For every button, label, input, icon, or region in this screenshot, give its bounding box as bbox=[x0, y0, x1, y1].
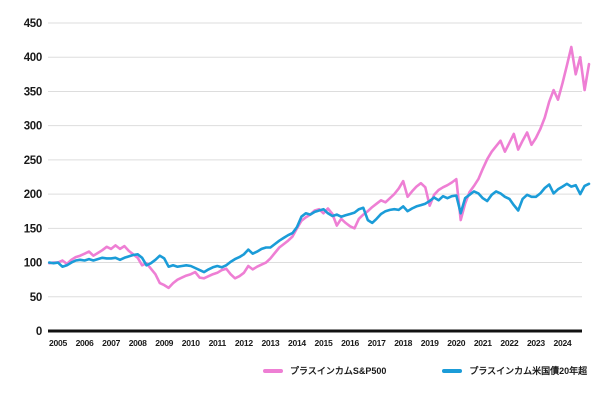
legend-item-treasury: プラスインカム米国債20年超 bbox=[442, 364, 587, 377]
y-tick-label: 100 bbox=[24, 258, 42, 270]
legend-label-treasury: プラスインカム米国債20年超 bbox=[469, 366, 588, 376]
x-tick-label: 2005 bbox=[49, 338, 67, 348]
y-tick-label: 150 bbox=[24, 223, 42, 235]
y-tick-label: 350 bbox=[24, 86, 42, 98]
x-tick-label: 2020 bbox=[447, 338, 465, 348]
x-tick-label: 2016 bbox=[341, 338, 359, 348]
x-tick-label: 2013 bbox=[261, 338, 279, 348]
y-tick-label: 50 bbox=[30, 292, 42, 304]
x-tick-label: 2023 bbox=[527, 338, 545, 348]
x-tick-label: 2015 bbox=[315, 338, 333, 348]
y-tick-label: 400 bbox=[24, 52, 42, 64]
y-tick-label: 300 bbox=[24, 121, 42, 133]
legend-swatch-sp500 bbox=[263, 368, 283, 373]
x-tick-label: 2018 bbox=[394, 338, 412, 348]
x-tick-label: 2008 bbox=[129, 338, 147, 348]
x-tick-label: 2012 bbox=[235, 338, 253, 348]
x-tick-label: 2006 bbox=[76, 338, 94, 348]
x-tick-label: 2007 bbox=[102, 338, 120, 348]
x-tick-label: 2019 bbox=[421, 338, 439, 348]
x-tick-label: 2010 bbox=[182, 338, 200, 348]
x-tick-label: 2021 bbox=[474, 338, 492, 348]
y-tick-label: 200 bbox=[24, 189, 42, 201]
gridlines bbox=[48, 22, 582, 333]
legend-label-sp500: プラスインカムS&P500 bbox=[290, 366, 387, 376]
series-line-treasury bbox=[47, 182, 591, 274]
line-chart: 0 50 100 150 200 250 300 350 400 450 2005 2006 2007… bbox=[24, 18, 591, 348]
x-tick-label: 2014 bbox=[288, 338, 306, 348]
y-tick-label: 0 bbox=[36, 326, 42, 338]
x-axis-labels: 2005 2006 2007 2008 2009 2010 2011 2012 2013 2014… bbox=[49, 338, 572, 348]
y-tick-label: 450 bbox=[24, 18, 42, 30]
x-tick-label: 2017 bbox=[368, 338, 386, 348]
series-line-sp500 bbox=[47, 45, 591, 290]
legend-swatch-treasury bbox=[442, 368, 463, 373]
x-tick-label: 2024 bbox=[553, 338, 571, 348]
legend: プラスインカムS&P500 プラスインカム米国債20年超 bbox=[263, 364, 587, 377]
y-tick-label: 250 bbox=[24, 155, 42, 167]
y-axis-labels: 0 50 100 150 200 250 300 350 400 450 bbox=[24, 18, 43, 338]
x-tick-label: 2009 bbox=[155, 338, 173, 348]
x-tick-label: 2011 bbox=[209, 338, 227, 348]
x-tick-label: 2022 bbox=[500, 338, 518, 348]
series-lines bbox=[47, 45, 591, 290]
legend-item-sp500: プラスインカムS&P500 bbox=[263, 364, 386, 377]
